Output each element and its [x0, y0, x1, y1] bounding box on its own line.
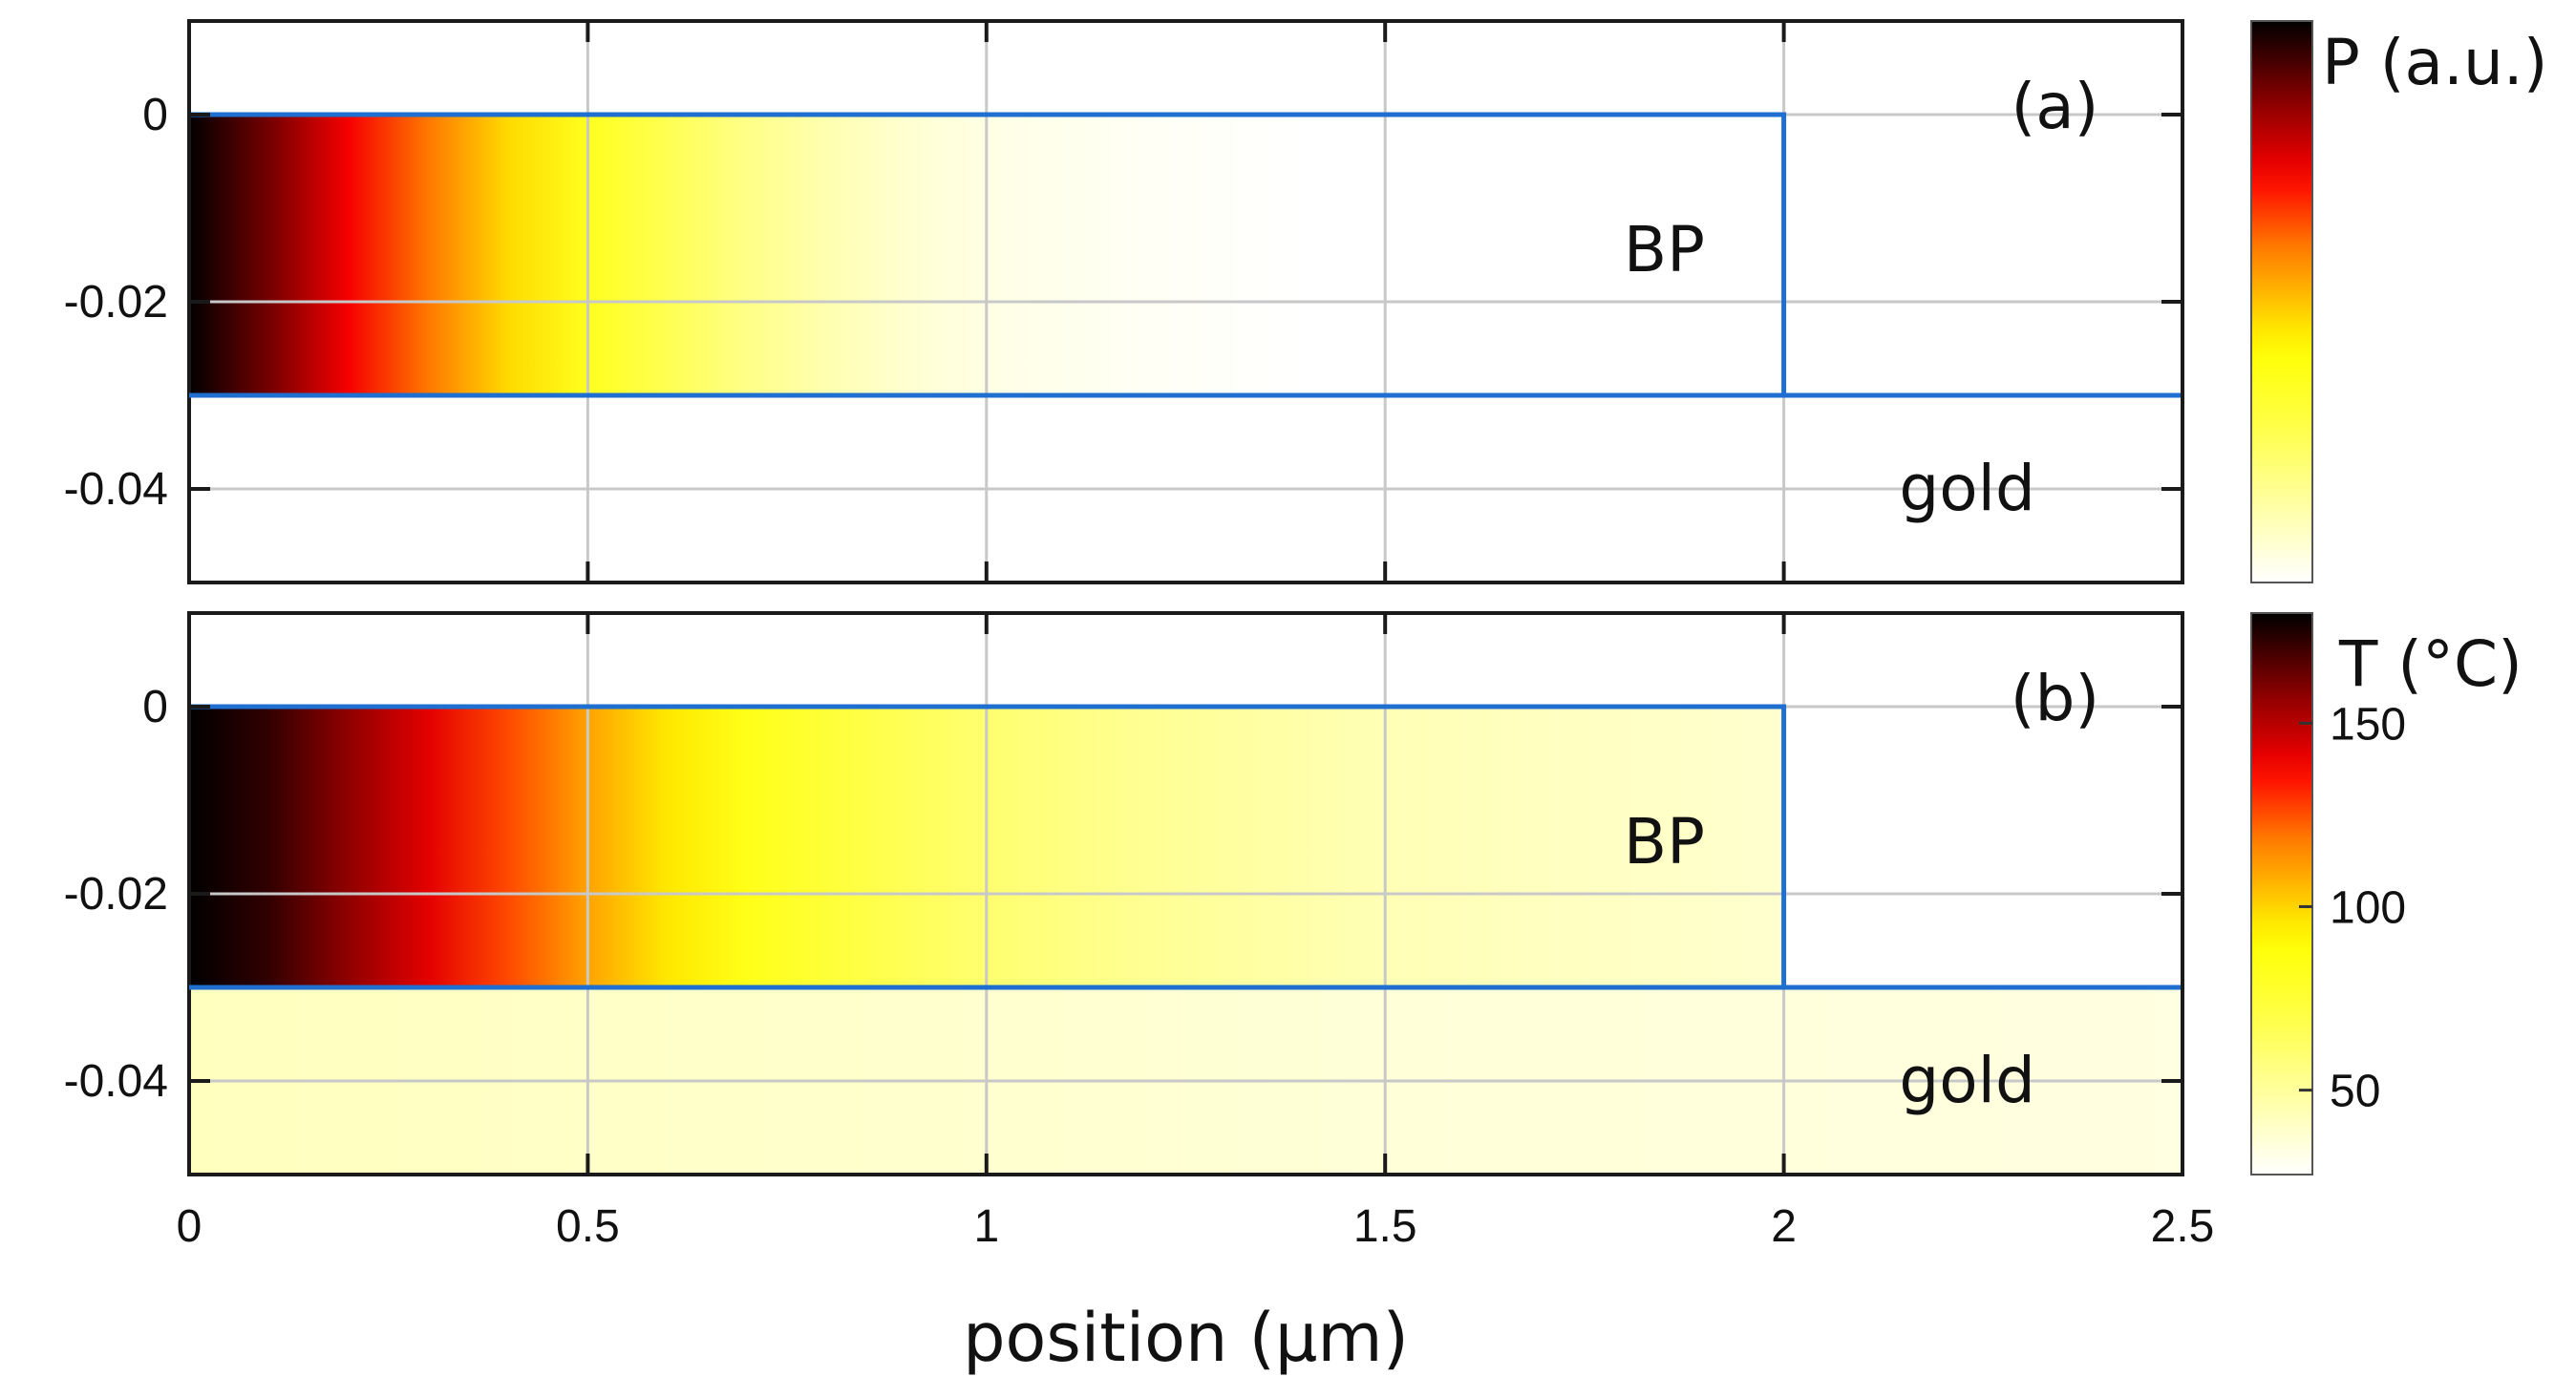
- colorbar-tick-label: 50: [2330, 1067, 2380, 1117]
- gold-region-label: gold: [1899, 1044, 2035, 1117]
- bp-outline: [189, 704, 2182, 990]
- x-tick-label: 1: [973, 1201, 999, 1252]
- x-tick-label: 0: [177, 1201, 202, 1252]
- x-tick-label: 0.5: [556, 1201, 620, 1252]
- panel-temperature: 0 -0.02 -0.04 0 0.5 1 1.5 2 2.5 BP gold (b): [64, 611, 2215, 1252]
- y-tick-label: -0.04: [64, 1056, 168, 1107]
- colorbar-temperature-ticks: 50 100 150: [2299, 699, 2406, 1117]
- bp-outline: [189, 112, 2182, 398]
- y-tick-labels: 0 -0.02 -0.04: [64, 90, 168, 515]
- x-tick-label: 1.5: [1353, 1201, 1417, 1252]
- x-tick-label: 2: [1771, 1201, 1797, 1252]
- colorbar-power: P (a.u.): [2250, 20, 2548, 583]
- colorbar-tick-label: 150: [2330, 699, 2406, 750]
- bp-region-label: BP: [1624, 213, 1705, 286]
- y-tick-label: 0: [142, 90, 168, 140]
- colorbar-temperature-scale: [2250, 612, 2313, 1176]
- colorbar-tick-label: 100: [2330, 882, 2406, 933]
- y-tick-label: 0: [142, 682, 168, 732]
- y-tick-labels: 0 -0.02 -0.04: [64, 682, 168, 1107]
- panel-power: 0 -0.02 -0.04 BP gold (a): [64, 19, 2184, 584]
- colorbar-power-title: P (a.u.): [2322, 26, 2548, 99]
- y-tick-label: -0.02: [64, 869, 168, 920]
- x-tick-labels: 0 0.5 1 1.5 2 2.5: [177, 1201, 2215, 1252]
- x-tick-label: 2.5: [2151, 1201, 2215, 1252]
- x-axis-title: position (μm): [963, 1299, 1409, 1377]
- colorbar-power-scale: [2250, 20, 2313, 583]
- colorbar-temperature-title: T (°C): [2338, 627, 2523, 701]
- panel-label-b: (b): [2011, 662, 2099, 735]
- axis-ticks: [187, 613, 2184, 1175]
- gold-region-label: gold: [1899, 452, 2035, 525]
- y-tick-label: -0.02: [64, 277, 168, 328]
- axis-ticks: [187, 21, 2184, 582]
- bp-region-label: BP: [1624, 805, 1705, 879]
- panel-label-a: (a): [2011, 70, 2098, 143]
- y-tick-label: -0.04: [64, 464, 168, 515]
- colorbar-temperature: T (°C) 50 100 150: [2250, 612, 2523, 1176]
